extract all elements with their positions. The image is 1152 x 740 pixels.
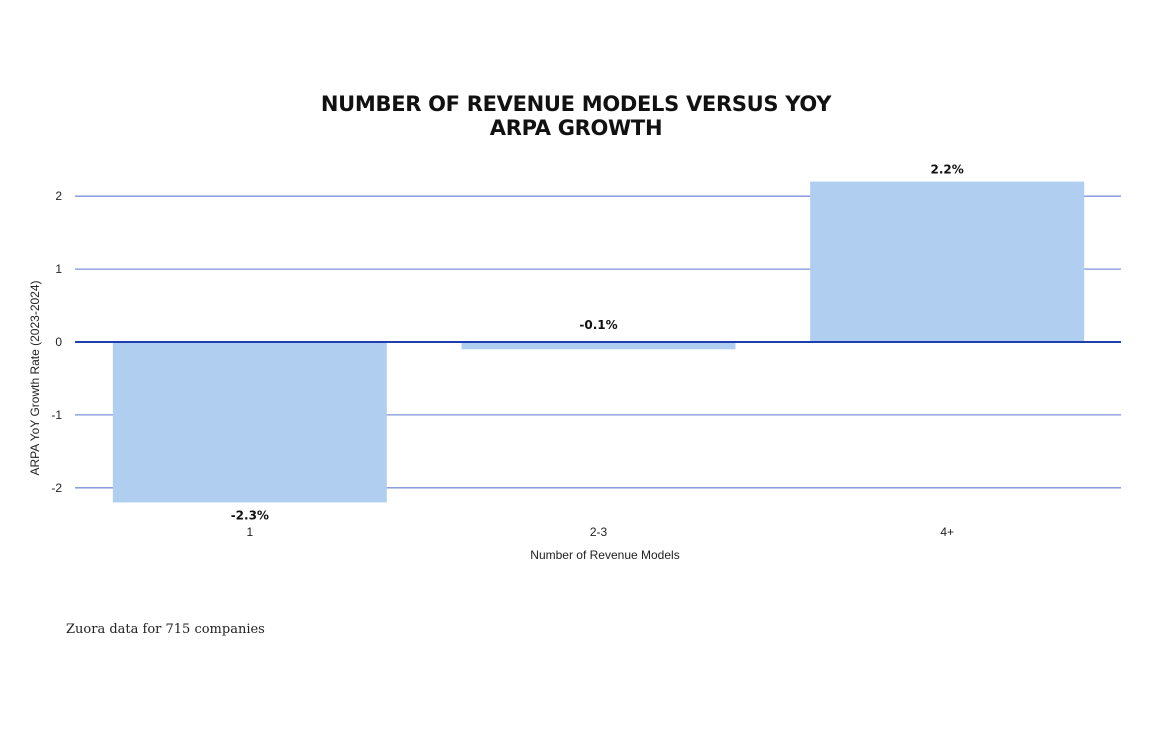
x-axis-label: Number of Revenue Models	[530, 548, 679, 562]
bar	[810, 181, 1085, 342]
data-label: -2.3%	[231, 508, 269, 522]
chart-title-line-1: NUMBER OF REVENUE MODELS VERSUS YOY	[320, 92, 832, 116]
data-label: -0.1%	[579, 318, 617, 332]
data-label: 2.2%	[931, 163, 964, 177]
bars	[112, 181, 1085, 503]
source-note: Zuora data for 715 companies	[66, 622, 265, 637]
chart-title: NUMBER OF REVENUE MODELS VERSUS YOY ARPA…	[200, 92, 952, 140]
x-tick-label: 2-3	[590, 525, 608, 539]
y-tick-label: 1	[55, 262, 62, 276]
x-tick-label: 4+	[940, 525, 954, 539]
bar	[112, 342, 387, 503]
chart-title-line-2: ARPA GROWTH	[489, 116, 663, 140]
bar	[461, 342, 736, 350]
y-tick-label: -1	[51, 408, 62, 422]
y-tick-label: 2	[55, 189, 62, 203]
y-axis-label: ARPA YoY Growth Rate (2023-2024)	[28, 280, 42, 475]
y-tick-label: 0	[55, 335, 62, 349]
y-axis-ticks: 2 1 0 -1 -2	[51, 189, 62, 495]
x-axis-ticks: 1 2-3 4+	[246, 525, 954, 539]
x-tick-label: 1	[246, 525, 253, 539]
data-labels: -2.3% -0.1% 2.2%	[231, 163, 964, 523]
y-tick-label: -2	[51, 481, 62, 495]
